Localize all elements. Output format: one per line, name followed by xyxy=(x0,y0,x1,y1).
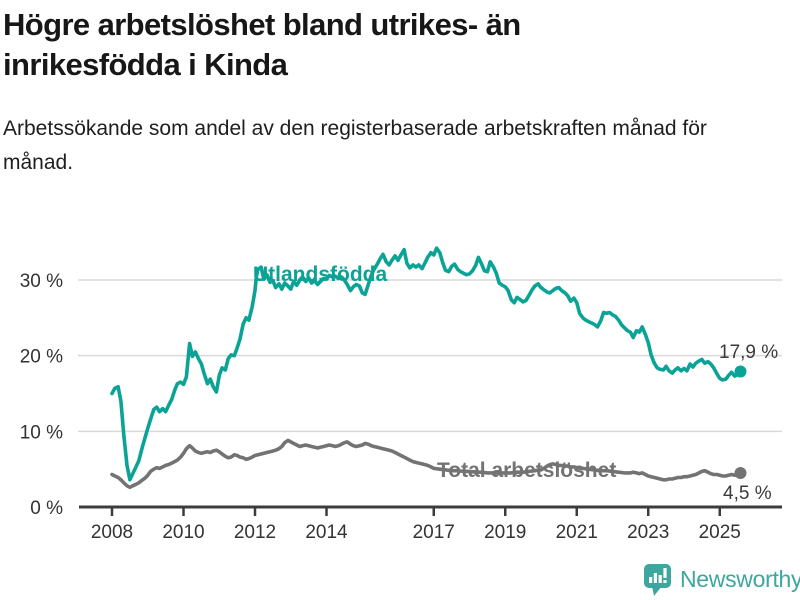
y-tick-label-10: 10 % xyxy=(20,422,63,443)
series-line-utlandsf-dda xyxy=(110,246,743,482)
y-tick-label-20: 20 % xyxy=(20,347,63,368)
newsworthy-logo-icon xyxy=(644,563,671,596)
series-label-utlandsf-dda: Utlandsfödda xyxy=(253,263,387,286)
x-tick-label-2019: 2019 xyxy=(484,522,526,543)
end-dot-total-arbetsl-shet xyxy=(734,466,747,479)
y-tick-label-30: 30 % xyxy=(20,271,63,292)
series-label-total-arbetsl-shet: Total arbetslöshet xyxy=(437,459,616,482)
newsworthy-brand-link[interactable]: Newsworthy xyxy=(643,561,800,597)
chart-subtitle: Arbetssökande som andel av den registerb… xyxy=(3,117,707,174)
series-line-total-arbetsl-shet xyxy=(110,438,743,490)
end-value-label-total-arbetsl-shet: 4,5 % xyxy=(723,483,772,504)
end-value-label-utlandsf-dda: 17,9 % xyxy=(719,342,778,363)
x-tick-label-2017: 2017 xyxy=(413,522,455,543)
x-tick-label-2025: 2025 xyxy=(699,522,741,543)
newsworthy-brand-name: Newsworthy xyxy=(680,565,800,592)
x-tick-label-2023: 2023 xyxy=(627,522,669,543)
chart-title: Högre arbetslöshet bland utrikes- än inr… xyxy=(3,7,521,82)
x-tick-label-2012: 2012 xyxy=(234,522,276,543)
y-tick-label-0: 0 % xyxy=(30,498,63,519)
end-dot-utlandsf-dda xyxy=(734,365,747,378)
x-tick-label-2010: 2010 xyxy=(162,522,204,543)
x-tick-label-2021: 2021 xyxy=(556,522,598,543)
x-tick-label-2014: 2014 xyxy=(305,522,348,543)
x-tick-label-2008: 2008 xyxy=(91,522,133,543)
